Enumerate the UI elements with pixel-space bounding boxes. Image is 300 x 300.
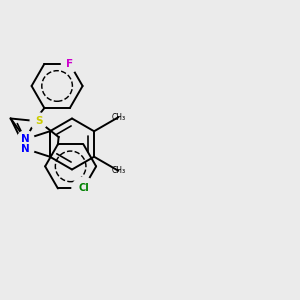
Text: CH₃: CH₃ xyxy=(111,113,125,122)
Text: Cl: Cl xyxy=(78,184,89,194)
Text: N: N xyxy=(21,144,30,154)
Text: N: N xyxy=(21,134,30,144)
Text: F: F xyxy=(66,59,74,69)
Text: S: S xyxy=(35,116,42,126)
Circle shape xyxy=(17,140,34,157)
Circle shape xyxy=(30,113,47,130)
Text: CH₃: CH₃ xyxy=(111,166,125,175)
Circle shape xyxy=(17,131,34,148)
Circle shape xyxy=(72,177,95,200)
Circle shape xyxy=(61,56,78,72)
